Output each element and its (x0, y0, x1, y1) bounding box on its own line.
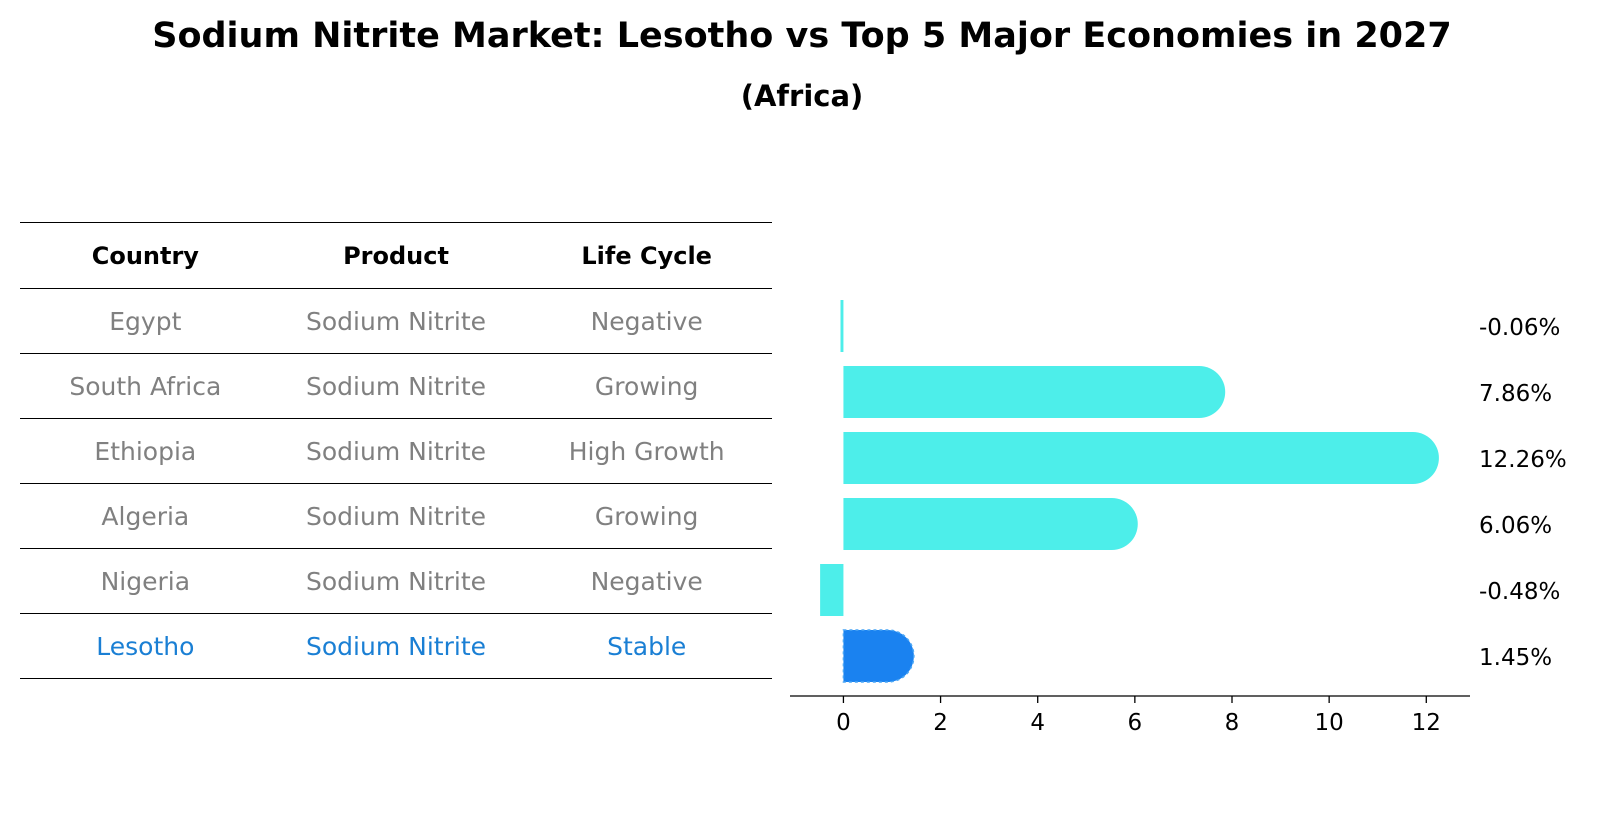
table-header-row: Country Product Life Cycle (20, 222, 772, 289)
chart-title: Sodium Nitrite Market: Lesotho vs Top 5 … (152, 16, 1452, 56)
bar (843, 366, 1226, 418)
x-tick-label: 12 (1412, 710, 1441, 736)
bar-value-label: 7.86% (1479, 381, 1552, 407)
bar (843, 432, 1439, 484)
bar-highlight (842, 629, 915, 683)
country-cell: Egypt (109, 306, 182, 336)
x-tick-label: 2 (933, 710, 948, 736)
table-row: Algeria Sodium Nitrite Growing (20, 484, 772, 549)
bar-value-label: 1.45% (1479, 645, 1552, 671)
header-life-cycle: Life Cycle (581, 241, 712, 270)
x-tick-label: 10 (1315, 710, 1344, 736)
product-cell: Sodium Nitrite (306, 566, 486, 596)
product-cell: Sodium Nitrite (306, 501, 486, 531)
bar-value-label: -0.06% (1479, 315, 1560, 341)
x-tick-label: 8 (1225, 710, 1240, 736)
table-row: South Africa Sodium Nitrite Growing (20, 354, 772, 419)
life-cycle-cell: High Growth (568, 436, 725, 466)
product-cell: Sodium Nitrite (306, 306, 486, 336)
life-cycle-cell: Stable (607, 631, 687, 661)
chart-subtitle: (Africa) (740, 79, 864, 113)
life-cycle-cell: Negative (590, 566, 703, 596)
bar-value-label: 12.26% (1479, 447, 1567, 473)
country-cell: Algeria (101, 501, 190, 531)
header-product: Product (343, 241, 449, 270)
x-tick-label: 0 (836, 710, 851, 736)
country-cell: South Africa (69, 371, 222, 401)
bar (843, 498, 1138, 550)
table-row: Ethiopia Sodium Nitrite High Growth (20, 419, 772, 484)
x-tick-label: 4 (1030, 710, 1045, 736)
header-country: Country (91, 241, 199, 270)
x-tick-label: 6 (1128, 710, 1143, 736)
table-row: Egypt Sodium Nitrite Negative (20, 289, 772, 354)
life-cycle-cell: Growing (594, 501, 699, 531)
table-row: Nigeria Sodium Nitrite Negative (20, 549, 772, 614)
life-cycle-cell: Growing (594, 371, 699, 401)
product-cell: Sodium Nitrite (306, 436, 486, 466)
bar (820, 564, 844, 616)
comparison-table: Country Product Life Cycle Egypt Sodium … (20, 222, 772, 679)
country-cell: Nigeria (100, 566, 191, 596)
bar-value-label: 6.06% (1479, 513, 1552, 539)
bar (840, 300, 844, 352)
country-cell: Lesotho (96, 631, 195, 661)
product-cell: Sodium Nitrite (306, 631, 486, 661)
table-row-highlight: Lesotho Sodium Nitrite Stable (20, 614, 772, 679)
bar-value-label: -0.48% (1479, 579, 1560, 605)
product-cell: Sodium Nitrite (306, 371, 486, 401)
country-cell: Ethiopia (94, 436, 197, 466)
life-cycle-cell: Negative (590, 306, 703, 336)
